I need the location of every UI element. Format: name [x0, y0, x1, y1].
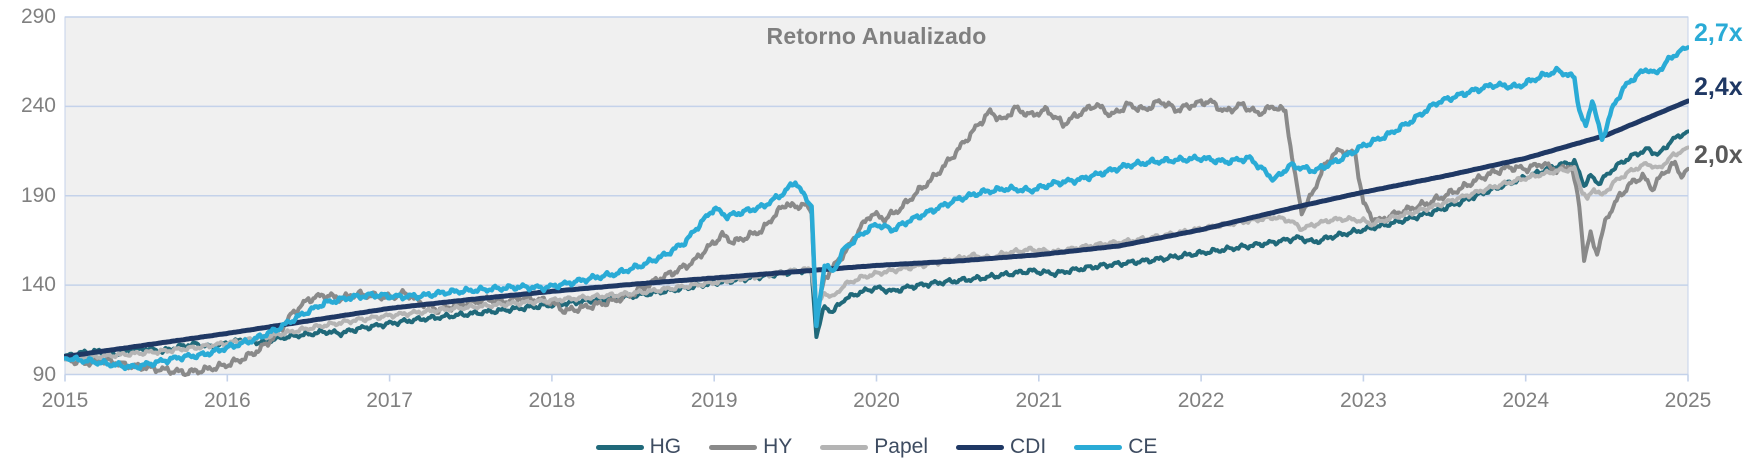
legend-item-HY: HY — [709, 436, 792, 458]
x-axis-label-2025: 2025 — [1664, 389, 1712, 412]
series-group — [64, 45, 1689, 377]
legend-swatch-Papel — [820, 444, 869, 450]
series-line-HY — [64, 97, 1689, 377]
legend-swatch-CE — [1074, 444, 1123, 450]
legend-swatch-HG — [595, 444, 644, 450]
x-axis-label-2024: 2024 — [1502, 389, 1550, 412]
x-axis-label-2020: 2020 — [853, 389, 900, 412]
annotation-CE: 2,7x — [1694, 19, 1743, 48]
x-axis-label-2018: 2018 — [528, 389, 576, 412]
chart-title: Retorno Anualizado — [766, 23, 987, 49]
y-axis-label-90: 90 — [32, 362, 56, 386]
x-axis-label-2022: 2022 — [1177, 389, 1225, 412]
annotation-HY: 2,0x — [1694, 140, 1743, 169]
legend-item-HG: HG — [595, 435, 682, 458]
legend-label-CDI: CDI — [1010, 435, 1047, 458]
x-axis-label-2017: 2017 — [366, 389, 413, 412]
annotation-CDI: 2,4x — [1694, 73, 1743, 101]
x-axis-label-2023: 2023 — [1340, 389, 1387, 412]
legend-label-HY: HY — [763, 435, 793, 458]
y-axis-label-190: 190 — [20, 183, 56, 207]
legend-label-CE: CE — [1128, 435, 1158, 458]
series-line-CE — [64, 45, 1689, 372]
legend-item-Papel: Papel — [820, 436, 928, 458]
chart-legend: HG HY Papel CDI CE — [65, 436, 1688, 458]
series-line-HG — [64, 129, 1689, 359]
legend-item-CE: CE — [1074, 436, 1157, 458]
legend-item-CDI: CDI — [956, 436, 1046, 458]
x-axis-label-2021: 2021 — [1015, 389, 1063, 412]
series-line-CDI — [64, 98, 1689, 360]
legend-swatch-CDI — [956, 444, 1005, 450]
x-axis-label-2019: 2019 — [690, 389, 738, 412]
y-axis-label-290: 290 — [20, 5, 56, 28]
legend-swatch-HY — [709, 444, 758, 450]
x-axis-label-2015: 2015 — [41, 389, 89, 412]
y-axis-label-140: 140 — [20, 273, 56, 297]
y-axis-label-240: 240 — [20, 94, 56, 118]
legend-label-Papel: Papel — [874, 435, 929, 458]
series-line-Papel — [64, 145, 1689, 363]
x-axis-label-2016: 2016 — [203, 389, 251, 412]
legend-label-HG: HG — [649, 435, 682, 458]
